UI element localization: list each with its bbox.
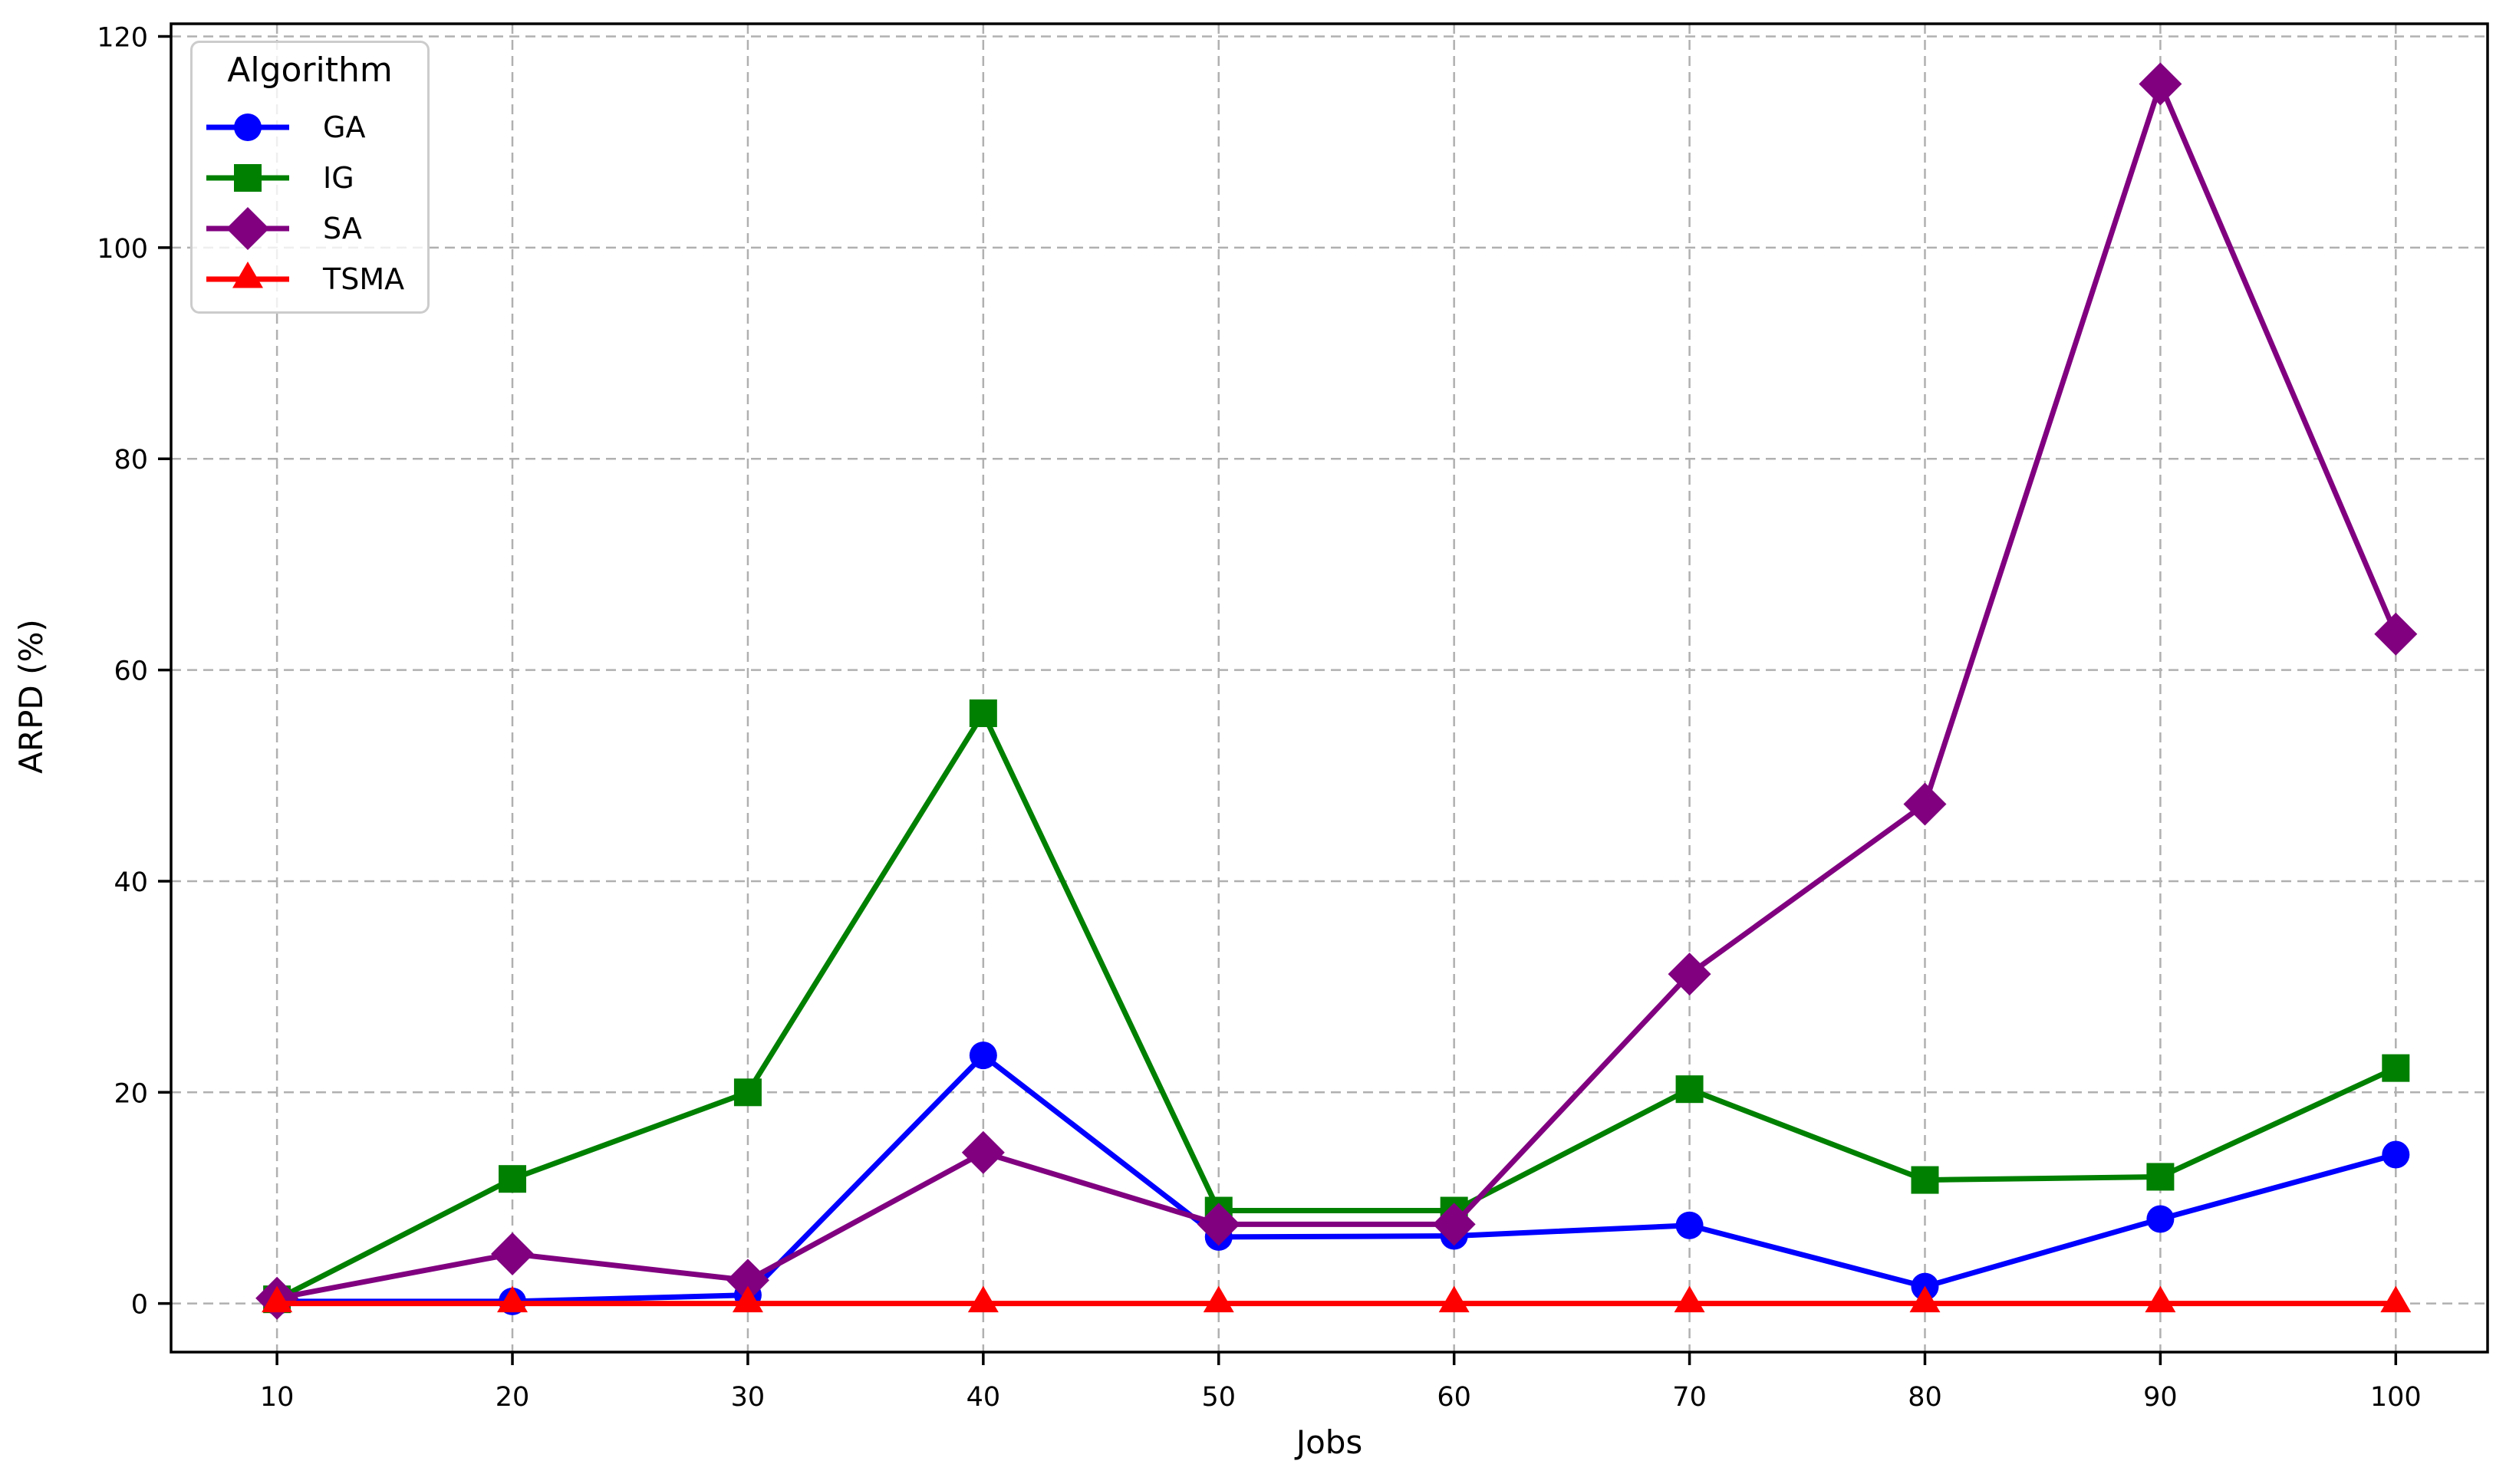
- legend-label: IG: [323, 161, 354, 195]
- series-TSMA: [262, 1285, 2412, 1313]
- legend-swatch-ga-icon: [206, 114, 289, 141]
- data-point-IG-70: [1675, 1075, 1704, 1104]
- legend-marker-GA: [234, 114, 262, 141]
- y-tick-label: 60: [114, 656, 148, 687]
- data-point-GA-90: [2146, 1205, 2175, 1233]
- y-tick-label: 0: [131, 1290, 148, 1321]
- x-tick-label: 80: [1908, 1382, 1942, 1413]
- data-point-SA-40: [961, 1130, 1005, 1174]
- data-point-TSMA-70: [1674, 1285, 1705, 1313]
- data-point-GA-100: [2382, 1140, 2410, 1169]
- data-point-SA-90: [2139, 62, 2182, 106]
- x-axis-label: Jobs: [1296, 1423, 1363, 1461]
- x-tick-label: 90: [2143, 1382, 2178, 1413]
- x-tick-label: 50: [1201, 1382, 1236, 1413]
- data-point-TSMA-100: [2380, 1285, 2412, 1313]
- data-point-TSMA-20: [497, 1285, 529, 1313]
- series-line-IG: [275, 710, 2397, 1302]
- legend-label: SA: [323, 212, 362, 245]
- legend-label: TSMA: [323, 262, 405, 296]
- legend-swatch-ig-icon: [206, 164, 289, 192]
- y-tick-label: 20: [114, 1078, 148, 1109]
- data-point-IG-30: [733, 1078, 762, 1107]
- data-point-IG-90: [2146, 1163, 2175, 1191]
- y-axis-label: ARPD (%): [12, 619, 50, 774]
- legend-label: GA: [323, 110, 366, 144]
- x-tick-label: 30: [731, 1382, 766, 1413]
- data-point-SA-100: [2374, 612, 2418, 656]
- x-tick-label: 100: [2370, 1382, 2422, 1413]
- data-point-SA-50: [1197, 1203, 1240, 1246]
- legend-entry-sa: SA: [193, 203, 427, 254]
- legend-marker-IG: [234, 164, 262, 192]
- legend-marker-SA: [226, 207, 269, 250]
- data-point-IG-40: [969, 699, 997, 728]
- legend-title: Algorithm: [227, 51, 393, 90]
- data-point-SA-60: [1432, 1203, 1476, 1246]
- data-point-TSMA-30: [732, 1285, 763, 1313]
- data-point-GA-40: [969, 1041, 997, 1070]
- data-point-IG-20: [499, 1165, 527, 1193]
- data-point-TSMA-10: [262, 1285, 293, 1313]
- data-point-TSMA-50: [1203, 1285, 1234, 1313]
- data-point-TSMA-90: [2145, 1285, 2176, 1313]
- y-tick-label: 100: [97, 234, 148, 265]
- x-tick-label: 10: [260, 1382, 295, 1413]
- y-tick-label: 80: [114, 445, 148, 475]
- legend-box: Algorithm GA IG SA TSMA: [190, 41, 430, 314]
- x-tick-label: 20: [496, 1382, 530, 1413]
- series-line-GA: [277, 1052, 2397, 1305]
- x-tick-label: 60: [1437, 1382, 1471, 1413]
- legend-entry-tsma: TSMA: [193, 254, 427, 304]
- x-tick-label: 40: [967, 1382, 1001, 1413]
- data-point-TSMA-80: [1909, 1285, 1941, 1313]
- data-point-SA-80: [1903, 782, 1947, 826]
- legend-swatch-tsma-icon: [206, 262, 289, 288]
- x-tick-label: 70: [1672, 1382, 1707, 1413]
- plot-border: [170, 22, 2489, 1354]
- data-point-TSMA-60: [1438, 1285, 1470, 1313]
- data-point-IG-100: [2382, 1054, 2410, 1082]
- series-IG: [263, 699, 2410, 1314]
- data-point-IG-80: [1911, 1166, 1939, 1194]
- data-point-TSMA-40: [967, 1285, 999, 1313]
- y-tick-label: 40: [114, 867, 148, 898]
- series-SA: [255, 62, 2418, 1320]
- legend-entry-ga: GA: [193, 102, 427, 153]
- series-line-SA: [276, 81, 2399, 1301]
- data-point-SA-30: [726, 1259, 769, 1302]
- data-point-SA-70: [1668, 953, 1711, 996]
- legend-entry-ig: IG: [193, 153, 427, 203]
- data-point-SA-20: [491, 1232, 535, 1275]
- legend-swatch-sa-icon: [206, 207, 289, 250]
- data-point-GA-70: [1675, 1211, 1704, 1239]
- legend-marker-TSMA: [232, 262, 263, 288]
- y-tick-label: 120: [97, 23, 148, 54]
